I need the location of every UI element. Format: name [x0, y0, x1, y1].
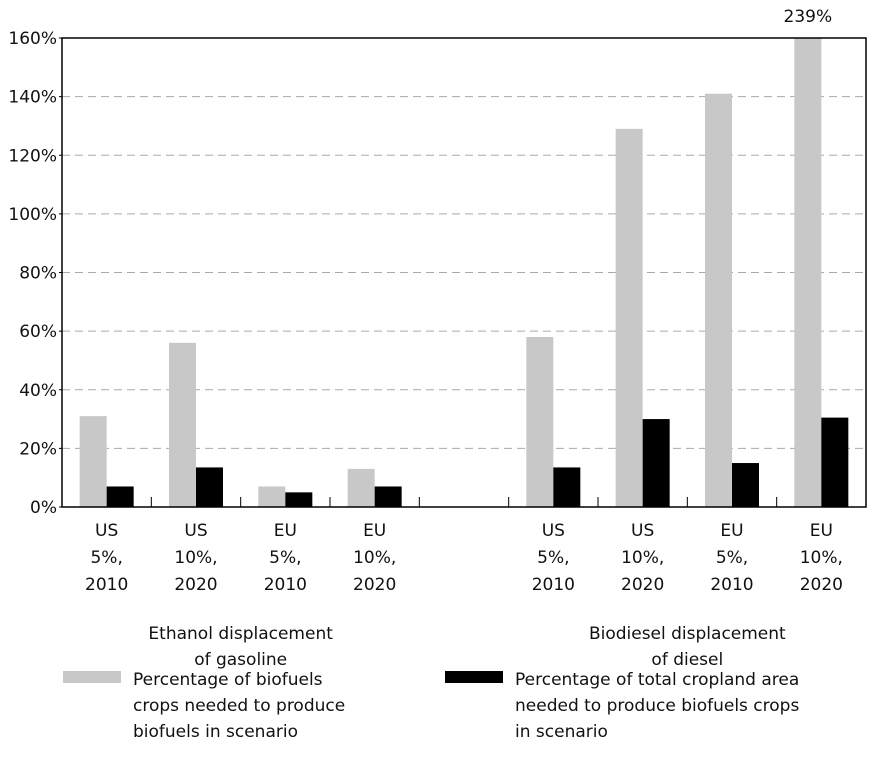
x-tick-label: US 10%, 2020: [174, 521, 217, 595]
x-tick-label: EU 10%, 2020: [800, 521, 843, 595]
bar: [79, 416, 107, 507]
x-tick-label: US 5%, 2010: [85, 521, 128, 595]
x-tick-label: EU 5%, 2010: [710, 521, 753, 595]
y-tick-label: 40%: [19, 381, 57, 401]
plot-frame: [61, 37, 867, 508]
x-tick-label: EU 10%, 2020: [353, 521, 396, 595]
bar: [347, 468, 375, 507]
bar: [553, 467, 581, 507]
legend-label: Percentage of biofuels crops needed to pr…: [133, 670, 345, 742]
x-tick-label: US 5%, 2010: [532, 521, 575, 595]
y-tick-label: 120%: [8, 146, 57, 166]
y-tick-label: 160%: [8, 29, 57, 49]
bar: [732, 463, 759, 507]
bar: [642, 419, 670, 507]
bar: [285, 492, 313, 507]
y-tick-label: 0%: [30, 498, 57, 518]
x-tick-label: US 10%, 2020: [621, 521, 664, 595]
bar: [705, 93, 732, 507]
bar: [794, 38, 822, 507]
bar: [106, 486, 134, 507]
y-tick-label: 140%: [8, 88, 57, 108]
bars: [79, 38, 849, 507]
bar: [258, 486, 286, 507]
x-tick-label: EU 5%, 2010: [264, 521, 307, 595]
legend-swatch: [445, 671, 503, 683]
bar: [821, 417, 849, 507]
bar: [196, 467, 223, 507]
y-tick-label: 100%: [8, 205, 57, 225]
y-tick-label: 20%: [19, 439, 57, 459]
bar: [526, 336, 554, 507]
legend-swatch: [63, 671, 121, 683]
y-tick-label: 80%: [19, 264, 57, 284]
value-label: 239%: [784, 7, 833, 27]
bar: [169, 342, 196, 507]
bar: [374, 486, 402, 507]
bar: [615, 128, 643, 507]
group-label: Ethanol displacement of gasoline: [148, 624, 333, 670]
legend-label: Percentage of total cropland area needed …: [515, 670, 799, 742]
y-tick-label: 60%: [19, 322, 57, 342]
group-label: Biodiesel displacement of diesel: [589, 624, 786, 670]
